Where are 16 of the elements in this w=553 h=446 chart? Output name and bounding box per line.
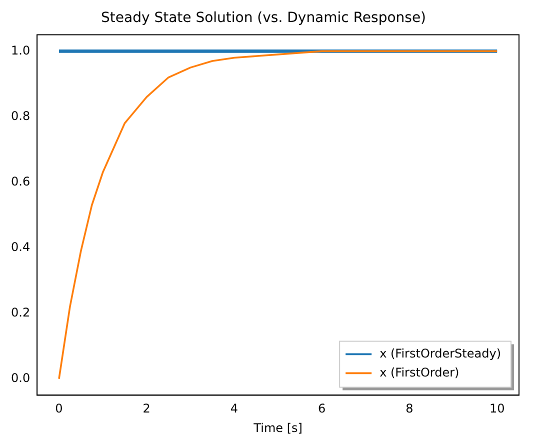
y-tick-label: 0.0 bbox=[10, 370, 30, 385]
y-tick-label: 0.2 bbox=[10, 305, 30, 320]
y-tick-label: 0.6 bbox=[10, 174, 30, 188]
x-tick-label: 8 bbox=[406, 402, 414, 416]
y-tick-label: 0.4 bbox=[10, 240, 30, 254]
y-tick-label: 1.0 bbox=[10, 43, 30, 58]
chart-title: Steady State Solution (vs. Dynamic Response) bbox=[100, 10, 426, 26]
x-tick-label: 2 bbox=[142, 402, 150, 416]
y-tick-label: 0.8 bbox=[10, 108, 30, 123]
legend-label: x (FirstOrderSteady) bbox=[380, 346, 502, 360]
x-axis-title: Time [s] bbox=[252, 420, 302, 435]
x-tick-label: 4 bbox=[230, 402, 238, 416]
x-tick-label: 10 bbox=[489, 402, 505, 416]
x-tick-label: 6 bbox=[318, 402, 326, 416]
legend-label: x (FirstOrder) bbox=[380, 365, 460, 380]
x-tick-label: 0 bbox=[55, 402, 63, 416]
